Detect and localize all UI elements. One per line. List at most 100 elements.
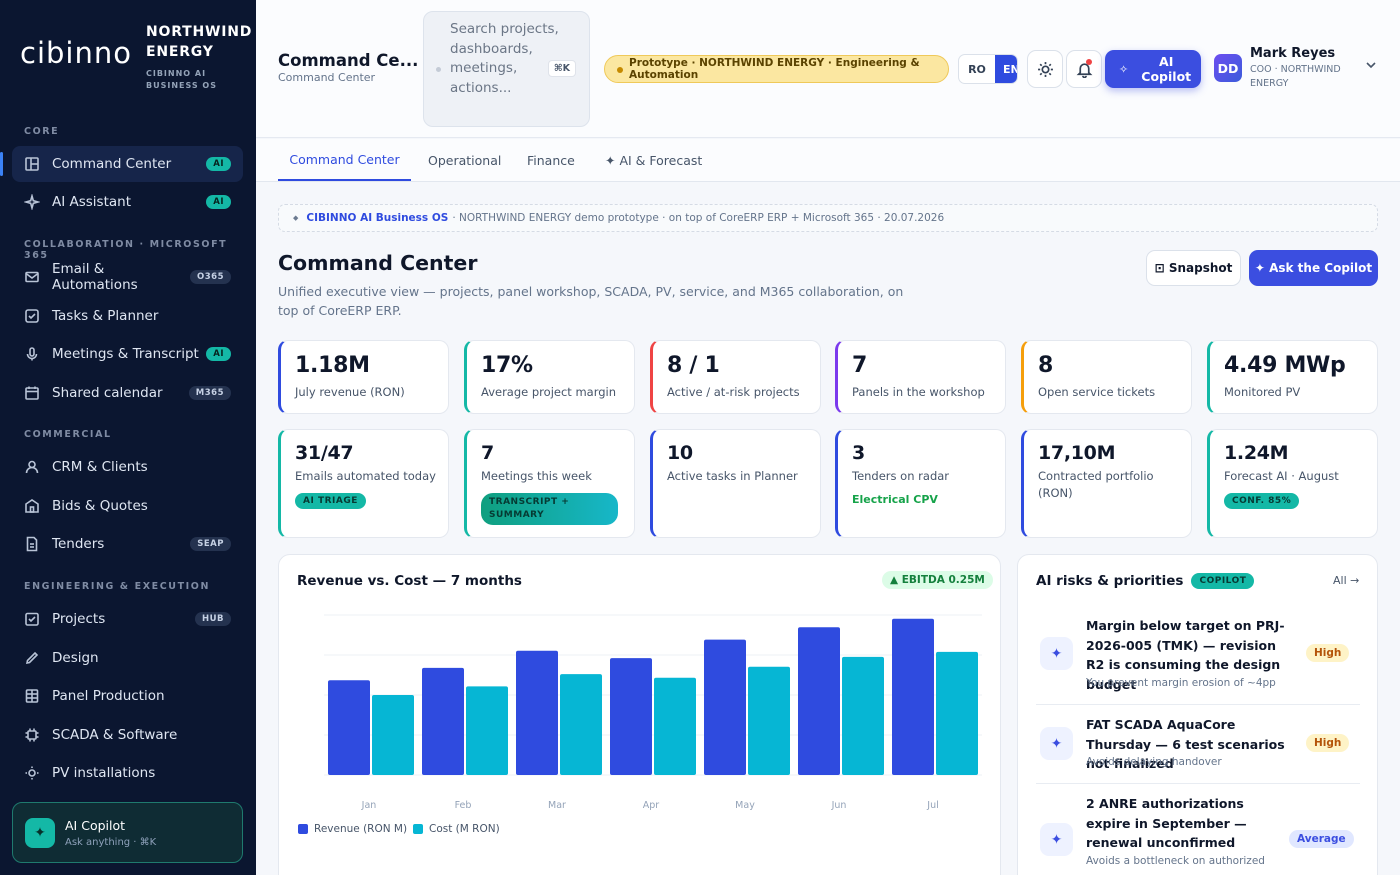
bar-revenue-mar[interactable]	[516, 650, 558, 775]
tab-command-center[interactable]: Command Center	[278, 139, 411, 181]
sidebar-item-design[interactable]: Design	[12, 640, 243, 676]
x-tick-label: May	[735, 800, 755, 811]
x-tick-label: Feb	[455, 800, 472, 811]
sparkle-icon: ✦	[25, 817, 55, 848]
user-menu[interactable]: DD Mark Reyes COO · NORTHWIND ENERGY	[1214, 46, 1350, 91]
bar-cost-mar[interactable]	[560, 674, 602, 775]
risk-subtitle: Avoids delaying handover	[1086, 756, 1222, 768]
m365-badge: M365	[188, 386, 231, 400]
kpi-card[interactable]: 17,10M Contracted portfolio (RON)	[1021, 429, 1192, 538]
kpi-card[interactable]: 31/47 Emails automated today AI TRIAGE	[278, 429, 449, 538]
risk-item[interactable]: ✦ FAT SCADA AquaCore Thursday — 6 test s…	[1036, 705, 1360, 784]
hub-badge: HUB	[195, 612, 231, 626]
o365-badge: O365	[190, 270, 231, 284]
risks-title: AI risks & priorities	[1036, 573, 1184, 589]
lang-ro-button[interactable]: RO	[968, 62, 986, 76]
sidebar-item-label: Shared calendar	[52, 385, 163, 401]
search-placeholder: Search projects, dashboards, meetings, a…	[450, 21, 559, 96]
sidebar-item-label: Bids & Quotes	[52, 498, 148, 514]
mic-icon	[26, 347, 38, 361]
kpi-card[interactable]: 1.24M Forecast AI · August CONF. 85%	[1207, 429, 1378, 538]
sidebar-item-calendar[interactable]: Shared calendar M365	[12, 375, 243, 411]
sidebar-item-tenders[interactable]: Tenders SEAP	[12, 526, 243, 562]
risk-item[interactable]: ✦ Margin below target on PRJ-2026-005 (T…	[1036, 607, 1360, 705]
sidebar-item-bids[interactable]: Bids & Quotes	[12, 488, 243, 524]
bar-cost-may[interactable]	[748, 666, 790, 775]
kpi-card[interactable]: 10 Active tasks in Planner	[650, 429, 821, 538]
bar-cost-feb[interactable]	[466, 686, 508, 775]
sidebar-item-meetings[interactable]: Meetings & Transcript AI	[12, 336, 243, 372]
kpi-card[interactable]: 17% Average project margin	[464, 340, 635, 414]
bar-cost-apr[interactable]	[654, 677, 696, 775]
kpi-card[interactable]: 4.49 MWp Monitored PV	[1207, 340, 1378, 414]
brand-logo[interactable]: cibinno	[20, 36, 132, 70]
kpi-value: 7	[481, 442, 494, 464]
kpi-card[interactable]: 7 Panels in the workshop	[835, 340, 1006, 414]
search-input[interactable]: Search projects, dashboards, meetings, a…	[423, 11, 590, 127]
sidebar-item-projects[interactable]: Projects HUB	[12, 601, 243, 637]
ai-copilot-button[interactable]: ✧ AI Copilot	[1105, 50, 1201, 88]
bar-revenue-jul[interactable]	[892, 618, 934, 775]
ask-copilot-button[interactable]: ✦ Ask the Copilot	[1249, 250, 1378, 286]
tab-finance[interactable]: Finance	[527, 152, 575, 168]
bar-revenue-jan[interactable]	[328, 680, 370, 775]
risk-title: Margin below target on PRJ-2026-005 (TMK…	[1086, 618, 1285, 692]
priority-badge: High	[1306, 644, 1350, 662]
sidebar-item-panel-production[interactable]: Panel Production	[12, 678, 243, 714]
sidebar-item-scada[interactable]: SCADA & Software	[12, 717, 243, 753]
kpi-card[interactable]: 8 / 1 Active / at-risk projects	[650, 340, 821, 414]
chevron-down-icon[interactable]	[1364, 58, 1378, 72]
sidebar-item-pv[interactable]: PV installations	[12, 755, 243, 791]
user-role: COO · NORTHWIND ENERGY	[1250, 64, 1341, 89]
sidebar-item-tasks[interactable]: Tasks & Planner	[12, 298, 243, 334]
kpi-card[interactable]: 3 Tenders on radar Electrical CPV	[835, 429, 1006, 538]
kpi-value: 7	[852, 353, 868, 378]
sidebar-copilot-card[interactable]: ✦ AI Copilot Ask anything · ⌘K	[12, 802, 243, 863]
risk-subtitle: You prevent margin erosion of ~4pp	[1086, 677, 1276, 689]
ai-badge: AI	[206, 157, 231, 171]
tab-ai-forecast[interactable]: ✦ AI & Forecast	[605, 152, 703, 168]
theme-toggle-button[interactable]	[1027, 50, 1063, 88]
sidebar-item-label: SCADA & Software	[52, 727, 178, 743]
kpi-label: Contracted portfolio (RON)	[1038, 469, 1154, 500]
page-description: Unified executive view — projects, panel…	[278, 284, 904, 318]
revenue-cost-chart: Jan Feb Mar Apr May Jun Jul	[324, 614, 982, 811]
sidebar-item-email[interactable]: Email & Automations O365	[12, 259, 243, 295]
tab-operational[interactable]: Operational	[428, 152, 502, 168]
kpi-card[interactable]: 1.18M July revenue (RON)	[278, 340, 449, 414]
snapshot-button[interactable]: ⊡ Snapshot	[1146, 250, 1241, 286]
sidebar-item-command-center[interactable]: Command Center AI	[0, 146, 243, 182]
sidebar-item-crm[interactable]: CRM & Clients	[12, 449, 243, 485]
language-switch[interactable]: RO EN	[958, 54, 1018, 84]
kpi-card[interactable]: 7 Meetings this week TRANSCRIPT + SUMMARY	[464, 429, 635, 538]
bar-revenue-may[interactable]	[704, 639, 746, 775]
top-header: Command Ce... Command Center Search proj…	[256, 0, 1400, 138]
section-collaboration: COLLABORATION · MICROSOFT 365	[24, 239, 228, 261]
lang-en-button[interactable]: EN	[995, 55, 1017, 83]
bar-revenue-jun[interactable]	[798, 627, 840, 775]
bar-cost-jan[interactable]	[372, 695, 414, 775]
legend-label: Revenue (RON M)	[314, 823, 408, 835]
sidebar-item-ai-assistant[interactable]: AI Assistant AI	[12, 184, 243, 220]
notifications-button[interactable]	[1066, 50, 1102, 88]
info-banner: ◆ CIBINNO AI Business OS · NORTHWIND ENE…	[278, 204, 1378, 232]
risk-subtitle: Avoids a bottleneck on authorized	[1086, 855, 1265, 867]
bar-cost-jun[interactable]	[842, 656, 884, 775]
sidebar-item-label: Meetings & Transcript	[52, 346, 199, 362]
bar-revenue-apr[interactable]	[610, 658, 652, 775]
bar-cost-jul[interactable]	[936, 651, 978, 775]
search-icon	[436, 67, 441, 72]
user-icon	[25, 460, 39, 474]
kpi-label: Open service tickets	[1038, 385, 1156, 399]
view-all-link[interactable]: All →	[1333, 574, 1360, 587]
kpi-value: 8	[1038, 353, 1054, 378]
kpi-card[interactable]: 8 Open service tickets	[1021, 340, 1192, 414]
sparkle-icon: ✦	[1040, 727, 1073, 760]
section-core: CORE	[24, 126, 60, 137]
dashboard-icon	[25, 157, 39, 171]
risk-item[interactable]: ✦ 2 ANRE authorizations expire in Septem…	[1036, 784, 1360, 875]
confidence-tag: CONF. 85%	[1224, 493, 1300, 509]
priority-badge: High	[1306, 734, 1350, 752]
ai-badge: AI	[206, 347, 231, 361]
bar-revenue-feb[interactable]	[422, 667, 464, 775]
